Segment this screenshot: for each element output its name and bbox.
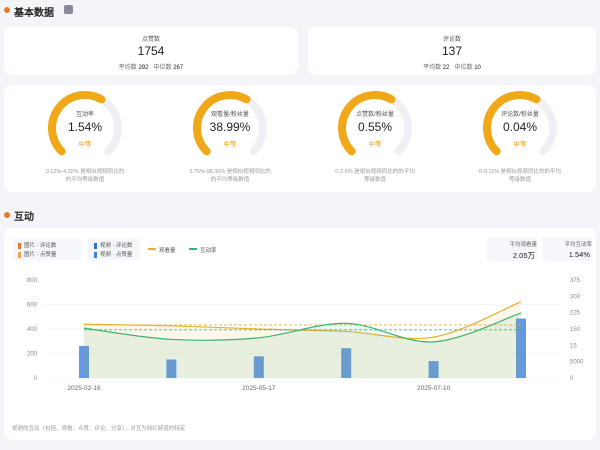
- section-dot: [4, 212, 10, 218]
- median: 267: [173, 65, 184, 71]
- section-dot: [4, 7, 10, 13]
- legend-swatch: [189, 248, 197, 250]
- median: 10: [474, 65, 481, 71]
- stat-card: 点赞数 1754 平均数 292 中位数 267: [4, 27, 298, 75]
- gauge-card: [4, 85, 596, 192]
- summary-value: 1.54%: [568, 250, 590, 259]
- summary-label: 平均观看量: [509, 242, 537, 248]
- legend-label: 视频 · 评论数: [100, 243, 133, 249]
- avg: 292: [138, 65, 149, 71]
- legend-label: 互动率: [200, 248, 217, 254]
- copy-icon[interactable]: [64, 5, 73, 14]
- stat-label: 评论数: [442, 37, 461, 43]
- stat-label: 点赞数: [141, 37, 160, 43]
- summary-value: 2.05万: [512, 251, 535, 260]
- avg: 22: [442, 65, 450, 71]
- summary-label: 平均互动率: [564, 242, 592, 248]
- stat-sub: 平均数 292 中位数 267: [4, 62, 298, 71]
- chart-note: 视频的互动（包括、观看、点赞、评论、分享），对互为网红频道的特定: [12, 426, 186, 432]
- summary-box: [542, 237, 592, 261]
- legend-swatch: [18, 252, 21, 258]
- legend-swatch: [94, 243, 97, 249]
- legend-box: [88, 238, 140, 260]
- median-label: 中位数: [454, 65, 473, 71]
- legend-swatch: [94, 252, 97, 258]
- section-title: 互动: [14, 212, 34, 223]
- summary-box: [487, 237, 537, 261]
- legend-label: 图片 · 点赞量: [24, 252, 57, 258]
- stat-value: 1754: [137, 44, 165, 58]
- legend-label: 观看量: [159, 248, 176, 254]
- legend-label: 视频 · 点赞量: [100, 252, 133, 258]
- stat-value: 137: [441, 44, 463, 58]
- median-label: 中位数: [153, 65, 172, 71]
- stat-card: 评论数 137 平均数 22 中位数 10: [308, 27, 596, 75]
- avg-label: 平均数: [423, 65, 442, 71]
- legend-swatch: [18, 243, 21, 249]
- legend-swatch: [148, 248, 156, 250]
- legend-box: [12, 238, 82, 260]
- legend-label: 图片 · 评论数: [24, 243, 57, 249]
- stat-sub: 平均数 22 中位数 10: [308, 62, 596, 71]
- section-title: 基本数据: [14, 8, 54, 19]
- avg-label: 平均数: [118, 65, 137, 71]
